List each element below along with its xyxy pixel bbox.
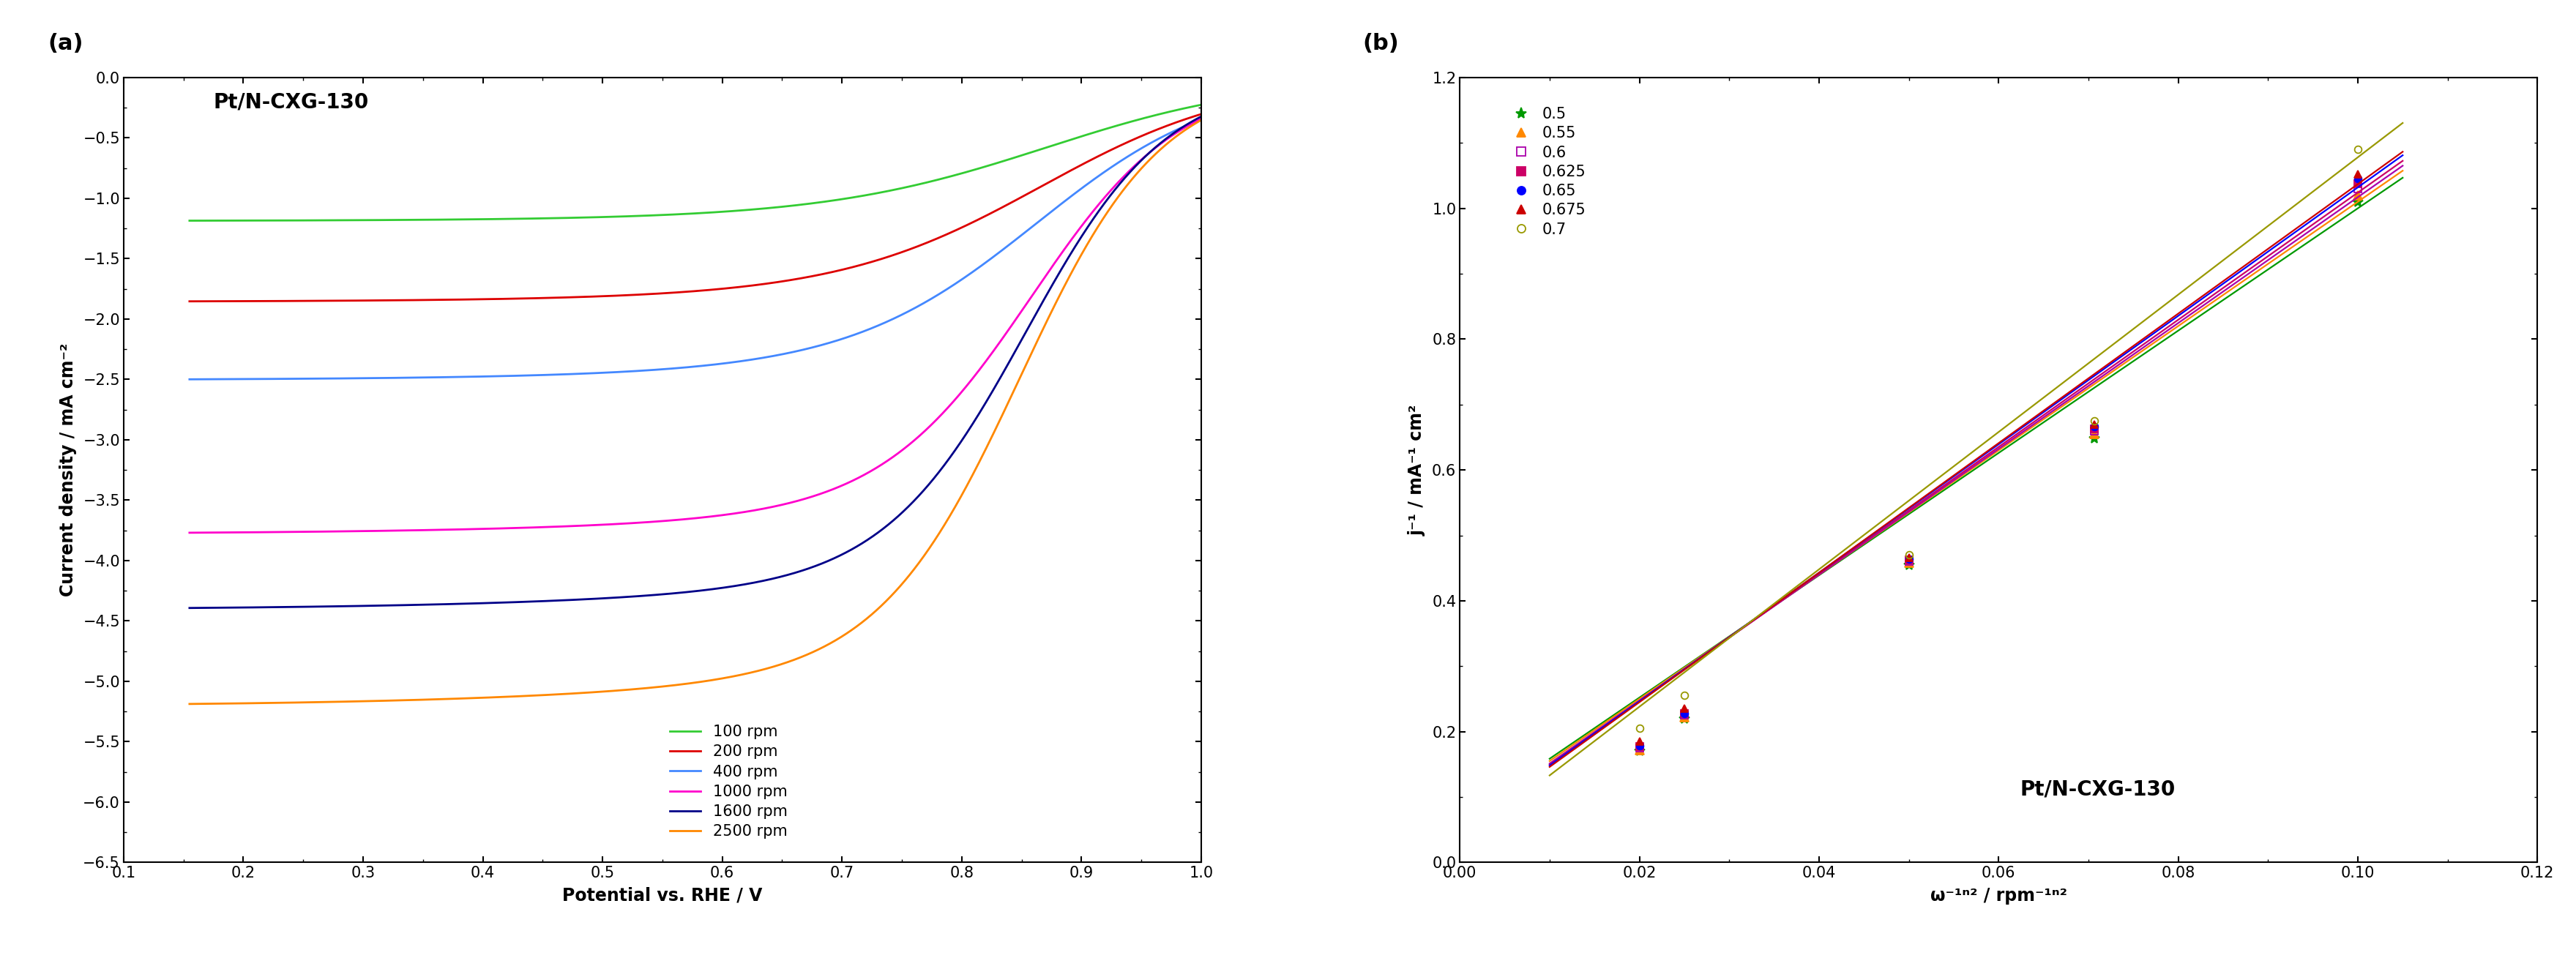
1600 rpm [289,601,319,612]
100 rpm [564,212,595,224]
Text: Pt/N-CXG-130: Pt/N-CXG-130 [2020,779,2177,799]
1000 rpm [1059,230,1090,241]
X-axis label: Potential vs. RHE / V: Potential vs. RHE / V [562,887,762,904]
200 rpm [350,295,381,306]
Text: (b): (b) [1363,33,1399,54]
100 rpm [1167,103,1198,114]
1000 rpm [289,526,319,538]
100 rpm [1059,133,1090,144]
100 rpm [350,214,381,226]
2500 rpm [1188,113,1218,125]
200 rpm [1167,114,1198,126]
Line: 2500 rpm: 2500 rpm [191,119,1203,703]
400 rpm [350,372,381,384]
200 rpm [564,292,595,303]
2500 rpm [350,696,381,707]
200 rpm [1188,108,1218,119]
2500 rpm [564,687,595,699]
2500 rpm [289,697,319,708]
1600 rpm [1059,242,1090,254]
200 rpm [289,296,319,307]
200 rpm [608,290,639,301]
1000 rpm [350,525,381,537]
2500 rpm [1059,262,1090,273]
2500 rpm [175,698,206,709]
1600 rpm [1188,109,1218,121]
1000 rpm [608,517,639,529]
2500 rpm [608,684,639,696]
100 rpm [175,215,206,227]
1000 rpm [564,520,595,532]
400 rpm [289,373,319,385]
1000 rpm [1188,111,1218,123]
1000 rpm [175,527,206,539]
1600 rpm [608,591,639,603]
1600 rpm [175,602,206,613]
1000 rpm [1167,122,1198,134]
Line: 1000 rpm: 1000 rpm [191,117,1203,533]
Line: 200 rpm: 200 rpm [191,113,1203,301]
Line: 1600 rpm: 1600 rpm [191,115,1203,608]
100 rpm [1188,99,1218,110]
100 rpm [608,210,639,222]
400 rpm [1059,188,1090,200]
200 rpm [1059,163,1090,174]
1600 rpm [350,600,381,611]
400 rpm [564,368,595,380]
Y-axis label: j⁻¹ / mA⁻¹ cm²: j⁻¹ / mA⁻¹ cm² [1409,404,1425,536]
Text: (a): (a) [49,33,85,54]
400 rpm [608,366,639,378]
2500 rpm [1167,125,1198,137]
1600 rpm [564,594,595,606]
Text: Pt/N-CXG-130: Pt/N-CXG-130 [214,92,368,112]
200 rpm [175,296,206,307]
400 rpm [175,373,206,385]
Line: 100 rpm: 100 rpm [191,105,1203,221]
Line: 400 rpm: 400 rpm [191,118,1203,379]
400 rpm [1167,121,1198,133]
Legend: 100 rpm, 200 rpm, 400 rpm, 1000 rpm, 1600 rpm, 2500 rpm: 100 rpm, 200 rpm, 400 rpm, 1000 rpm, 160… [670,725,788,839]
X-axis label: ω⁻¹ⁿ² / rpm⁻¹ⁿ²: ω⁻¹ⁿ² / rpm⁻¹ⁿ² [1929,887,2066,904]
400 rpm [1188,112,1218,124]
Y-axis label: Current density / mA cm⁻²: Current density / mA cm⁻² [59,343,77,597]
Legend: 0.5, 0.55, 0.6, 0.625, 0.65, 0.675, 0.7: 0.5, 0.55, 0.6, 0.625, 0.65, 0.675, 0.7 [1499,101,1592,243]
100 rpm [289,214,319,226]
1600 rpm [1167,121,1198,133]
